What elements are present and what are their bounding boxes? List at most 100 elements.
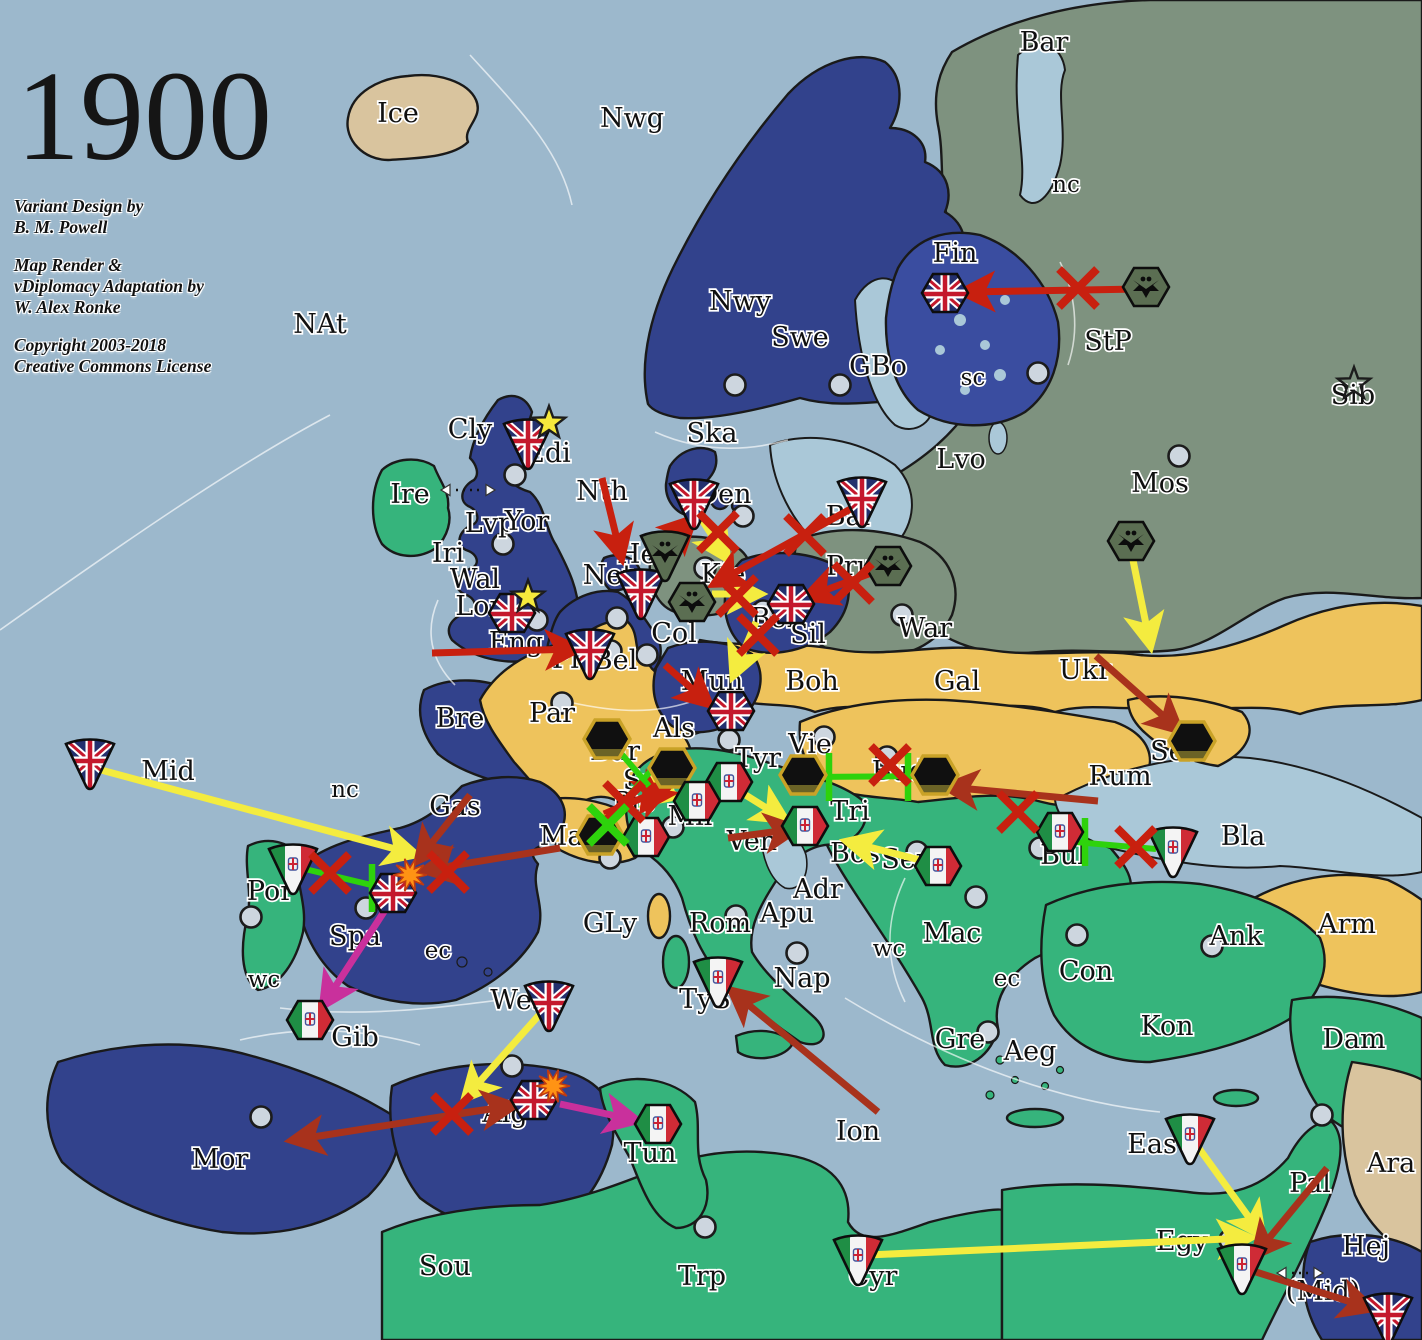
outline-star-marker — [1334, 363, 1374, 401]
unit-ru-army-stp[interactable] — [1120, 261, 1172, 323]
failed-order-cross — [696, 510, 740, 554]
region-label-con: Con — [1059, 956, 1113, 987]
region-label-gib: Gib — [331, 1022, 379, 1053]
order-arrow — [559, 1092, 646, 1134]
dislodge-burst-marker — [392, 858, 428, 892]
region-label-kon: Kon — [1140, 1011, 1193, 1042]
order-arrow — [1123, 559, 1165, 655]
unit-au-army-sev[interactable] — [1166, 715, 1218, 777]
supply-center-dot — [976, 1020, 1000, 1044]
region-label-tri: Tri — [830, 796, 870, 827]
failed-order-cross — [602, 780, 646, 824]
region-label-col: Col — [651, 618, 697, 649]
region-label-nwg: Nwg — [600, 103, 664, 134]
unit-uk-fleet-mid[interactable] — [64, 734, 116, 794]
region-label-adr: Adr — [792, 874, 843, 905]
failed-order-cross — [996, 790, 1040, 834]
order-arrow — [662, 662, 716, 710]
sea-route-lines — [0, 54, 1161, 1113]
region-label-yor: Yor — [504, 506, 550, 537]
region-label-gbo: GBo — [849, 351, 907, 382]
failed-order-cross — [1114, 825, 1158, 869]
region-label-gly: GLy — [583, 908, 638, 939]
region-label-wc: wc — [248, 967, 281, 993]
region-label-aeg: Aeg — [1003, 1036, 1057, 1067]
unit-au-army-bud[interactable] — [909, 749, 961, 811]
region-label-als: Als — [652, 713, 695, 744]
order-arrow — [724, 985, 881, 1115]
supply-center-dot — [812, 725, 836, 749]
supply-center-dot — [1310, 1103, 1334, 1127]
region-label-par: Par — [529, 698, 575, 729]
region-label-ukr: Ukr — [1059, 655, 1111, 686]
unit-ru-army-mos[interactable] — [1105, 515, 1157, 577]
build-star-marker — [529, 402, 569, 440]
failed-order-cross — [736, 613, 780, 657]
region-label-bla: Bla — [1221, 821, 1266, 852]
region-label-lvo: Lvo — [936, 444, 985, 475]
region-label-ank: Ank — [1208, 921, 1263, 952]
region-label-bel: Bel — [593, 645, 637, 676]
unit-uk-fleet-net[interactable] — [615, 564, 667, 624]
region-label-swe: Swe — [771, 322, 829, 353]
order-arrow — [459, 1011, 543, 1105]
region-label-rom: Rom — [689, 908, 751, 939]
supply-center-dot — [1200, 934, 1224, 958]
failed-order-cross — [715, 574, 759, 618]
region-label-nat: NAt — [293, 309, 347, 340]
canal-link — [1275, 1266, 1325, 1280]
order-arrow — [1093, 653, 1186, 736]
supply-center-dot — [723, 373, 747, 397]
region-label-stp: StP — [1084, 326, 1132, 357]
unit-ru-army-pru[interactable] — [862, 540, 914, 602]
region-label-dam: Dam — [1322, 1024, 1385, 1055]
supply-center-dot — [635, 643, 659, 667]
order-arrow — [1249, 1165, 1330, 1263]
unit-au-army-vie[interactable] — [777, 749, 829, 811]
region-label-wc: wc — [873, 936, 906, 962]
order-arrow — [1254, 1268, 1381, 1319]
supply-center-dot — [1065, 923, 1089, 947]
canal-link — [439, 483, 497, 497]
region-label-sou: Sou — [419, 1251, 471, 1282]
supply-center-dot — [964, 885, 988, 909]
region-label-ska: Ska — [687, 418, 738, 449]
supply-center-dot — [249, 1105, 273, 1129]
region-label-ara: Ara — [1366, 1148, 1416, 1179]
failed-order-cross — [308, 851, 352, 895]
unit-it-army-ser[interactable] — [912, 840, 964, 902]
unit-ru-army-kie[interactable] — [666, 576, 718, 638]
failed-order-cross — [868, 743, 912, 787]
region-label-trp: Trp — [678, 1261, 726, 1292]
unit-au-army-als[interactable] — [646, 742, 698, 804]
failed-order-cross — [426, 850, 470, 894]
region-label-nap: Nap — [773, 963, 830, 994]
supply-center-dot — [605, 606, 629, 630]
region-label-hej: Hej — [1342, 1231, 1390, 1262]
order-arrow — [100, 766, 425, 867]
supply-center-dot — [491, 532, 515, 556]
region-label-ec: ec — [425, 938, 452, 964]
region-label-nc: nc — [331, 777, 359, 803]
order-arrow — [318, 899, 394, 1013]
region-label-cly: Cly — [448, 414, 493, 445]
region-label-gal: Gal — [934, 666, 980, 697]
order-arrow — [867, 1218, 1259, 1261]
unit-au-army-bur[interactable] — [581, 713, 633, 775]
region-label-sib: Sib — [1331, 380, 1375, 411]
region-label-eas: Eas — [1127, 1129, 1177, 1160]
failed-order-cross — [831, 561, 875, 605]
order-arrow — [593, 477, 634, 567]
failed-order-cross — [1056, 266, 1100, 310]
region-label-bar: Bar — [1020, 27, 1069, 58]
order-arrow — [431, 628, 587, 671]
supply-center-dot — [239, 905, 263, 929]
region-label-rum: Rum — [1088, 761, 1151, 792]
order-arrow — [953, 270, 1141, 313]
region-label-mos: Mos — [1131, 468, 1189, 499]
region-label-war: War — [898, 613, 953, 644]
supply-center-dot — [1026, 361, 1050, 385]
region-label-wal: Wal — [450, 564, 500, 595]
supply-center-dot — [1167, 444, 1191, 468]
